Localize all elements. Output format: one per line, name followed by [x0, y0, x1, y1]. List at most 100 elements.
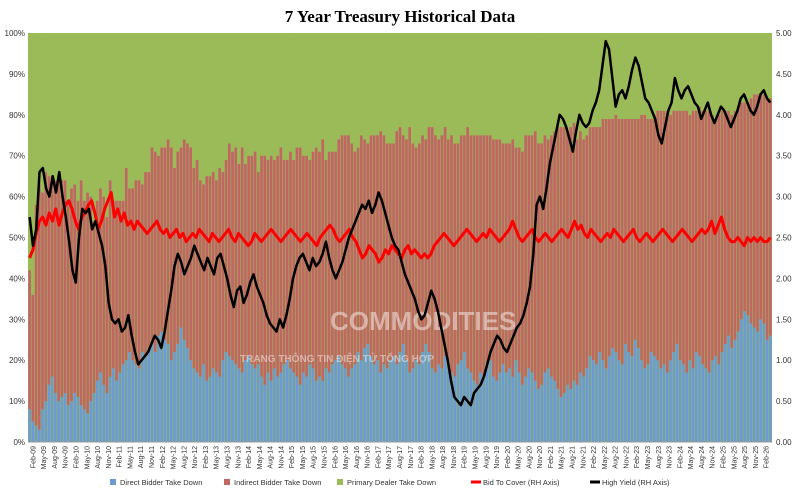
bar-segment [224, 159, 228, 353]
bar-segment [256, 364, 260, 442]
bar-segment [327, 372, 331, 442]
bar-segment [144, 356, 147, 442]
x-tick-label: May-24 [688, 446, 695, 469]
bar-segment [414, 360, 418, 442]
bar-segment [575, 139, 579, 385]
left-tick-label: 70% [9, 152, 25, 161]
bar-segment [550, 376, 553, 442]
bar-segment [595, 127, 598, 365]
bar-segment [166, 33, 170, 140]
bar-segment [569, 127, 573, 389]
bar-segment [421, 352, 424, 442]
x-tick-label: May-25 [731, 446, 738, 469]
bar-segment [479, 372, 482, 442]
bar-segment [295, 376, 299, 442]
bar-segment [762, 33, 766, 95]
bar-segment [530, 372, 534, 442]
bar-segment [488, 33, 492, 136]
bar-segment [585, 33, 589, 136]
bar-segment [434, 372, 437, 442]
bar-segment [298, 384, 302, 442]
bar-segment [79, 33, 83, 181]
bar-segment [218, 33, 221, 168]
x-tick-label: Aug-20 [526, 446, 533, 469]
bar-segment [711, 114, 714, 361]
bar-segment [54, 392, 57, 442]
bar-segment [553, 131, 556, 381]
x-tick-label: Aug-14 [268, 446, 275, 469]
bar-segment [292, 372, 296, 442]
x-tick-label: Aug-19 [483, 446, 490, 469]
bar-segment [202, 184, 205, 365]
bar-segment [360, 33, 363, 136]
bar-segment [595, 33, 598, 128]
bar-segment [131, 188, 134, 361]
bar-segment [305, 376, 308, 442]
bar-segment [482, 135, 486, 377]
bar-segment [678, 360, 682, 442]
bar-segment [321, 139, 325, 381]
bar-segment [66, 33, 70, 201]
bar-segment [424, 343, 428, 442]
bar-segment [711, 33, 714, 115]
bar-segment [150, 343, 154, 442]
bar-segment [144, 172, 147, 357]
bar-segment [363, 139, 366, 348]
bar-segment [556, 33, 560, 128]
bar-segment [427, 352, 431, 442]
bar-segment [562, 33, 566, 128]
bar-segment [76, 33, 80, 201]
bar-segment [418, 33, 421, 144]
bar-segment [340, 135, 344, 365]
bar-segment [157, 155, 160, 336]
bar-segment [740, 102, 743, 320]
bar-segment [556, 127, 560, 389]
bar-segment [727, 33, 730, 111]
bar-segment [244, 33, 247, 164]
bar-segment [385, 143, 389, 369]
bar-segment [192, 167, 196, 369]
bar-segment [92, 392, 96, 442]
x-tick-label: Aug-22 [613, 446, 620, 469]
bar-segment [263, 33, 267, 156]
bar-segment [292, 33, 296, 160]
bar-segment [247, 33, 250, 156]
bar-segment [591, 360, 595, 442]
bar-segment [247, 356, 250, 442]
bar-segment [314, 33, 318, 148]
bar-segment [63, 392, 67, 442]
bar-segment [182, 33, 186, 140]
bar-segment [112, 200, 115, 369]
bar-segment [218, 376, 221, 442]
bar-segment [128, 33, 131, 189]
bar-segment [41, 192, 44, 410]
bar-segment [624, 33, 627, 119]
bar-segment [31, 33, 35, 295]
bar-segment [318, 151, 321, 377]
bar-segment [60, 180, 64, 398]
bar-segment [524, 33, 527, 136]
bar-segment [215, 372, 218, 442]
bar-segment [276, 376, 279, 442]
x-tick-label: Nov-13 [235, 446, 242, 469]
bar-segment [50, 176, 54, 377]
bar-segment [234, 364, 238, 442]
bar-segment [675, 343, 679, 442]
bar-segment [334, 151, 337, 361]
bar-segment [273, 368, 276, 442]
bar-segment [34, 33, 38, 205]
bar-segment [205, 380, 209, 442]
bar-segment [347, 33, 350, 136]
bar-segment [517, 372, 521, 442]
bar-segment [582, 33, 585, 140]
bar-segment [337, 356, 341, 442]
bar-segment [575, 384, 579, 442]
bar-segment [675, 33, 679, 111]
x-tick-label: May-15 [300, 446, 307, 469]
bar-segment [698, 356, 701, 442]
bar-segment [437, 364, 440, 442]
bar-segment [723, 343, 727, 442]
bar-segment [543, 135, 547, 373]
bar-segment [376, 33, 379, 136]
bar-segment [524, 376, 527, 442]
